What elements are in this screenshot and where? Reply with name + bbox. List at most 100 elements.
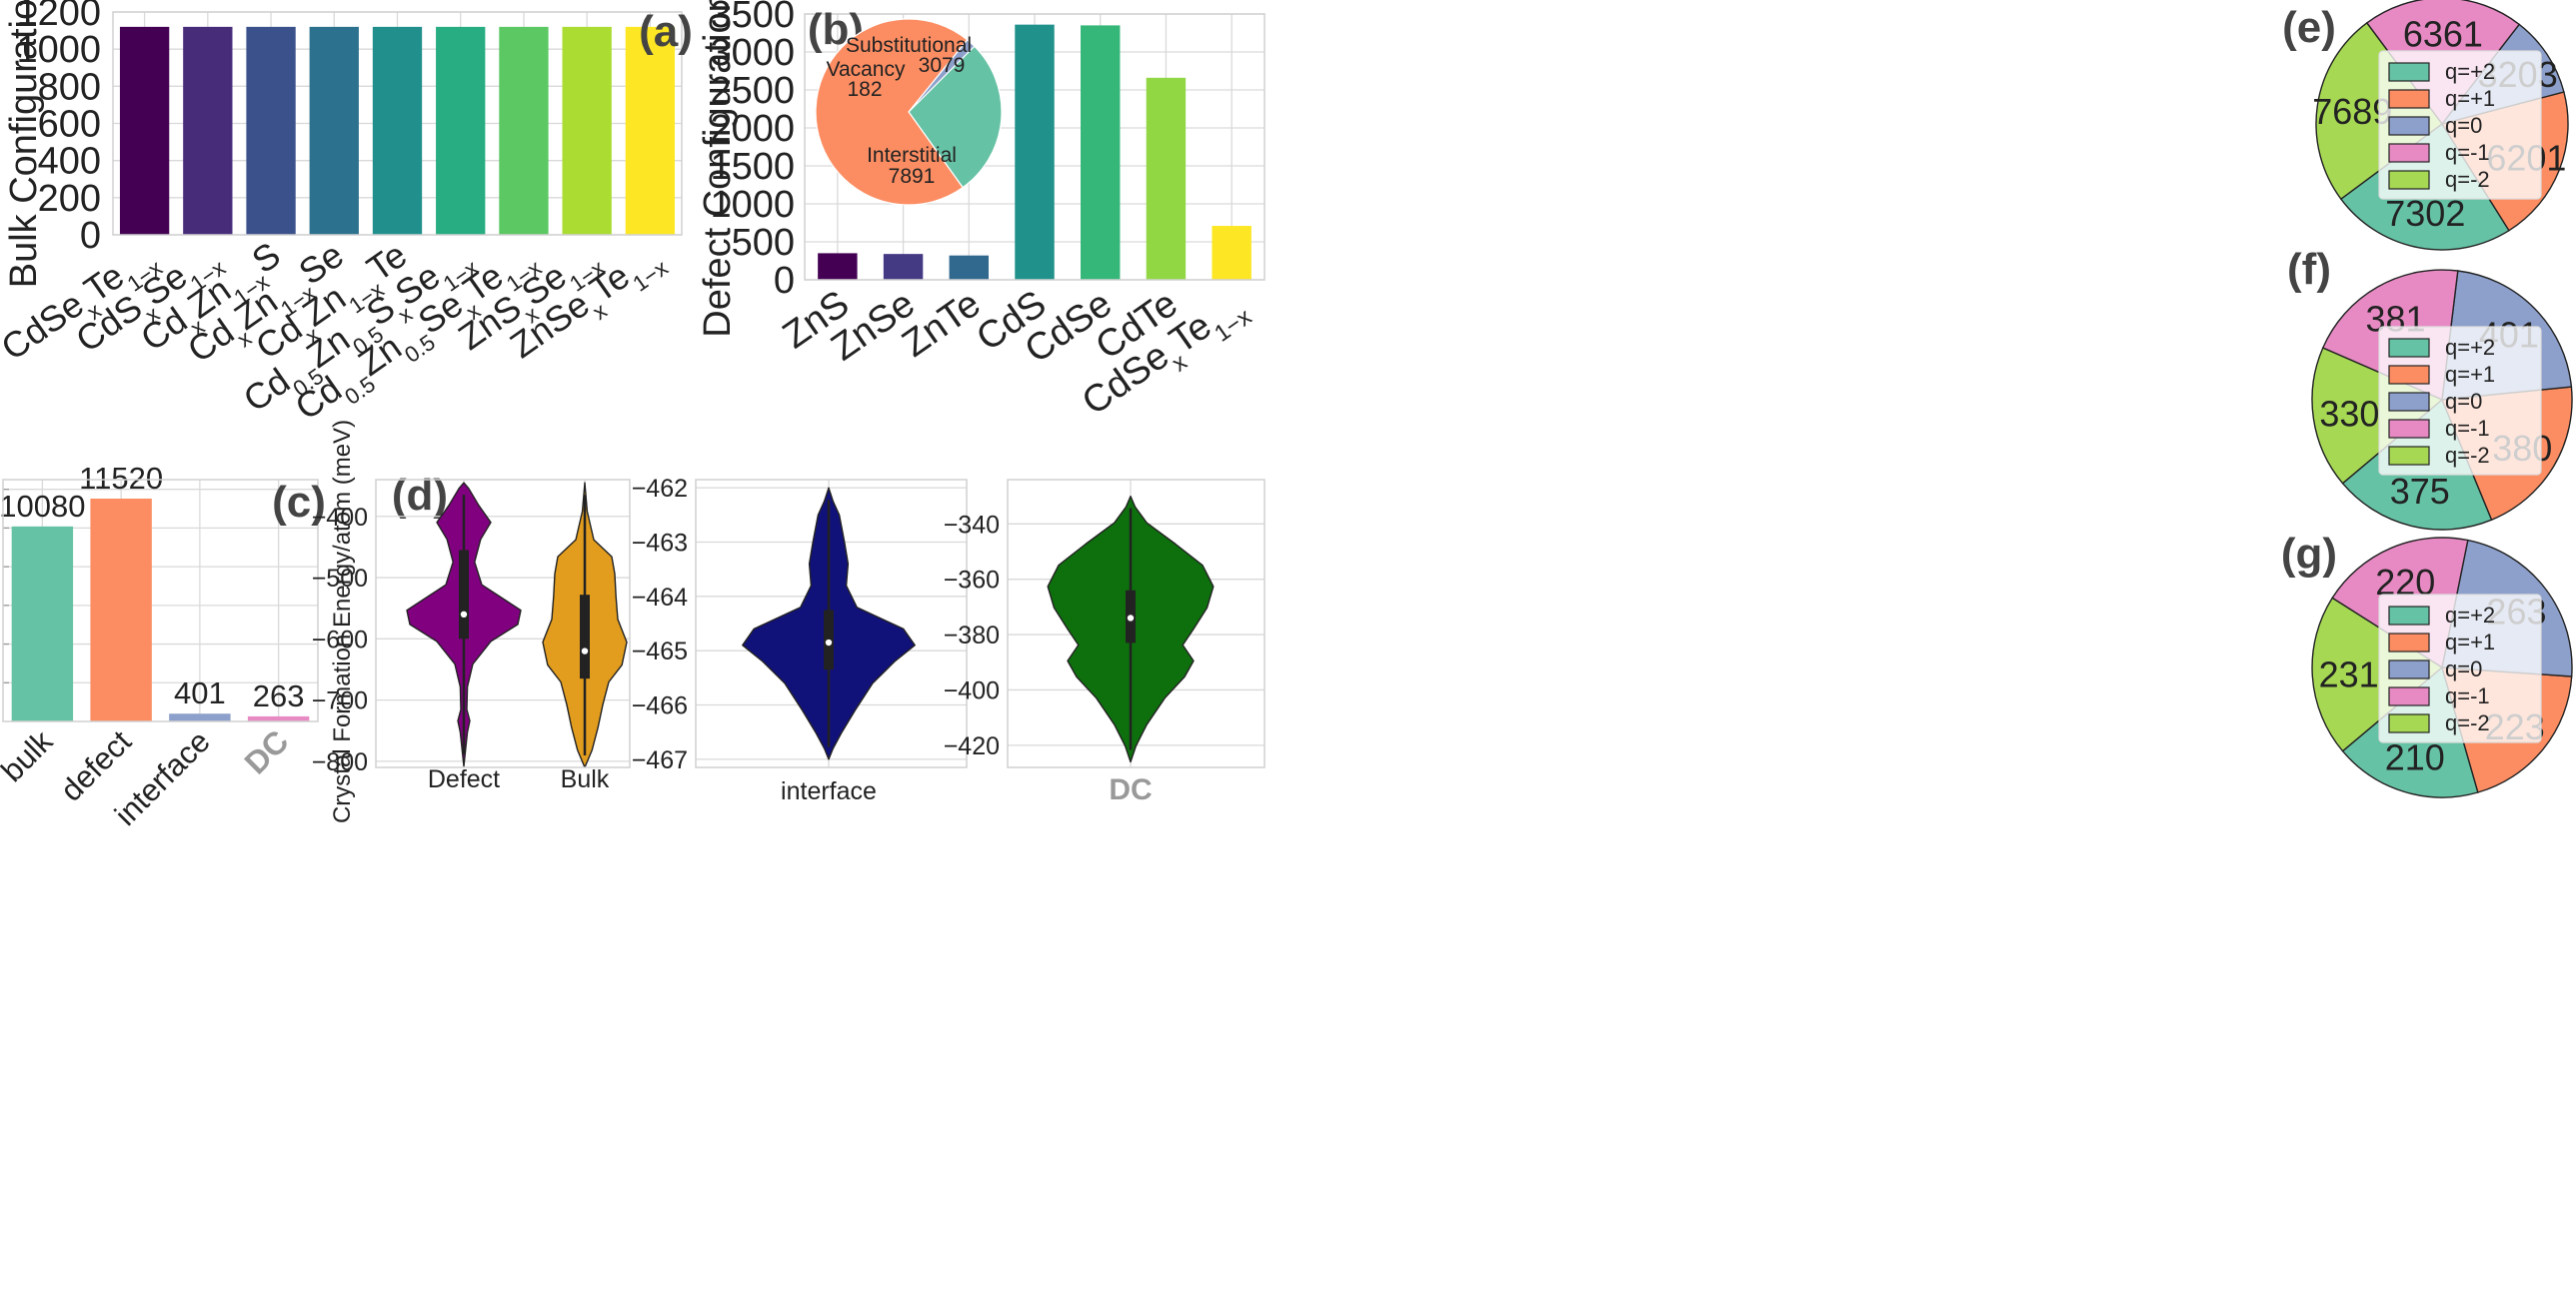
- e-legend-label: q=+1: [2445, 86, 2495, 111]
- b-bar: [1146, 77, 1187, 280]
- b-bar: [1015, 24, 1055, 280]
- c-value-label: 11520: [79, 461, 163, 496]
- f-legend-label: q=+1: [2445, 362, 2495, 387]
- g-legend-label: q=0: [2445, 656, 2482, 681]
- d-ytick-label: −800: [312, 748, 368, 776]
- a-bar: [372, 26, 423, 235]
- c-bar: [90, 498, 152, 721]
- b-ytick-label: 3000: [710, 32, 795, 74]
- d-ytick-label: −464: [632, 584, 688, 612]
- b-pie-value: 182: [847, 78, 882, 101]
- f-legend-label: q=+2: [2445, 335, 2495, 360]
- b-ytick-label: 2000: [710, 108, 795, 150]
- b-pie-label: Vacancy: [827, 58, 906, 81]
- b-bar: [1212, 226, 1252, 280]
- a-bar: [183, 26, 233, 235]
- e-legend-label: q=-2: [2445, 167, 2490, 192]
- d-frame: [1007, 479, 1266, 768]
- g-legend-swatch: [2388, 606, 2430, 626]
- d-panel-label: (d): [392, 471, 448, 520]
- f-legend-swatch: [2388, 446, 2430, 466]
- e-pie-value: 7302: [2385, 193, 2465, 234]
- e-legend-swatch: [2388, 89, 2430, 109]
- d-frame: [375, 479, 631, 768]
- d-ytick-label: −600: [312, 626, 368, 654]
- b-bar: [949, 255, 989, 280]
- a-ytick-label: 0: [80, 215, 101, 257]
- d-xtick-label: Bulk: [561, 765, 610, 793]
- b-pie-slice: [908, 39, 976, 113]
- b-bar: [1081, 25, 1121, 281]
- g-legend-swatch: [2388, 713, 2430, 733]
- c-value-label: 401: [174, 675, 226, 710]
- b-ytick-label: 1000: [710, 184, 795, 226]
- b-pie-label: Interstitial: [867, 144, 957, 167]
- a-bar: [499, 26, 549, 235]
- b-ytick-label: 1500: [710, 146, 795, 188]
- f-legend-swatch: [2388, 419, 2430, 439]
- d-xtick-label: interface: [781, 777, 877, 805]
- b-frame: [804, 13, 1266, 281]
- g-legend-swatch: [2388, 659, 2430, 679]
- f-pie-value: 375: [2390, 471, 2450, 512]
- g-panel-label: (g): [2281, 530, 2337, 579]
- d-ytick-label: −700: [312, 687, 368, 715]
- f-legend-label: q=-1: [2445, 416, 2490, 441]
- b-pie-slice: [908, 45, 1003, 189]
- d-ytick-label: −463: [632, 529, 688, 557]
- b-pie-slice: [815, 18, 969, 206]
- c-bar: [11, 526, 74, 721]
- d-xtick-label: DC: [1109, 773, 1152, 806]
- e-legend-swatch: [2388, 116, 2430, 136]
- d-ytick-label: −400: [312, 504, 368, 532]
- g-legend-label: q=+2: [2445, 603, 2495, 628]
- c-frame: [2, 479, 319, 722]
- e-legend-swatch: [2388, 62, 2430, 82]
- f-legend-label: q=-2: [2445, 443, 2490, 468]
- c-value-label: 10080: [0, 489, 85, 524]
- b-ytick-label: 0: [774, 260, 795, 302]
- b-ylabel: Defect Configurations: [697, 0, 739, 338]
- d-median: [460, 611, 468, 619]
- e-legend-swatch: [2388, 170, 2430, 190]
- a-ylabel: Bulk Configurations: [3, 0, 45, 288]
- a-ytick-label: 600: [38, 104, 101, 146]
- g-legend-swatch: [2388, 686, 2430, 706]
- d-ytick-label: −466: [632, 692, 688, 720]
- a-ytick-label: 1000: [16, 29, 101, 71]
- g-legend-label: q=-2: [2445, 710, 2490, 735]
- e-legend-swatch: [2388, 143, 2430, 163]
- g-pie-value: 210: [2385, 737, 2445, 778]
- g-pie-value: 231: [2319, 654, 2379, 694]
- b-ytick-label: 2500: [710, 70, 795, 112]
- f-legend-swatch: [2388, 392, 2430, 412]
- a-frame: [112, 11, 683, 236]
- e-legend-label: q=-1: [2445, 140, 2490, 165]
- g-legend-label: q=-1: [2445, 683, 2490, 708]
- d-ytick-label: −400: [944, 676, 1000, 704]
- d-ylabel: Crystal Formation Energy/atom (meV): [329, 420, 356, 823]
- e-panel-label: (e): [2282, 3, 2336, 52]
- d-ytick-label: −500: [312, 565, 368, 593]
- d-iqr-box: [580, 595, 590, 679]
- d-median: [1127, 615, 1135, 622]
- d-frame: [695, 479, 968, 768]
- g-legend-swatch: [2388, 633, 2430, 653]
- d-iqr-box: [459, 550, 469, 640]
- b-bar: [818, 253, 858, 280]
- f-legend-swatch: [2388, 338, 2430, 358]
- e-legend-label: q=0: [2445, 113, 2482, 138]
- c-panel-label: (c): [272, 478, 326, 527]
- a-bar: [436, 26, 486, 235]
- c-bar: [169, 713, 231, 721]
- b-bar: [883, 254, 924, 280]
- g-pie-slice: [2311, 597, 2444, 752]
- a-bar: [246, 26, 296, 235]
- f-pie-slice: [2311, 347, 2444, 485]
- d-ytick-label: −340: [944, 511, 1000, 539]
- d-ytick-label: −360: [944, 567, 1000, 595]
- a-ytick-label: 1200: [16, 0, 101, 34]
- d-ytick-label: −467: [632, 746, 688, 774]
- f-legend-swatch: [2388, 365, 2430, 385]
